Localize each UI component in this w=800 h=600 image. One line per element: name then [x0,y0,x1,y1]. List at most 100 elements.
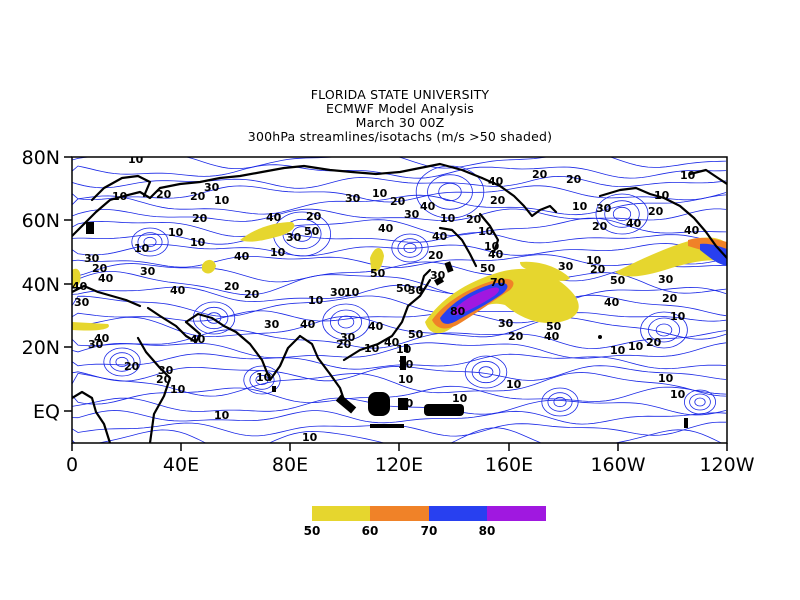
coast-china [342,278,432,362]
contour-label: 50 [304,225,320,238]
streamline-eddy [464,355,508,389]
streamline-eddy [595,193,649,235]
streamline-eddy [438,182,462,202]
contour-label: 40 [378,222,394,235]
streamline [72,385,727,405]
contour-label: 20 [466,213,482,226]
streamline-eddy [612,206,632,222]
coast-mediterranean [72,284,142,308]
contour-label: 10 [302,431,318,444]
contour-label: 30 [88,338,104,351]
coast-india [222,324,302,382]
contour-label: 20 [662,292,678,305]
streamline-eddy [206,312,222,324]
contour-label: 10 [372,187,388,200]
contour-label: 10 [112,190,128,203]
x-tick-label: 160E [485,454,533,476]
contour-label: 50 [370,267,386,280]
contour-label: 40 [544,330,560,343]
island-java [370,424,404,428]
streamline-eddy [403,242,417,254]
streamline-eddy [541,387,579,417]
title-line-1: FLORIDA STATE UNIVERSITY [310,87,490,102]
contour-label: 10 [586,254,602,267]
colorbar-swatch-60 [370,506,429,521]
coastlines [72,162,727,443]
contour-label: 10 [168,226,184,239]
contour-label: 50 [396,282,412,295]
contour-label: 10 [506,378,522,391]
contour-label: 10 [214,194,230,207]
streamline-eddy [109,352,135,372]
streamline-eddy [547,392,573,412]
jet-japan-50 [520,261,570,281]
coast-southeast-asia [298,334,346,402]
contour-label: 10 [440,212,456,225]
coast-alaska [598,186,666,200]
contour-label: 40 [94,332,110,345]
jet-china-50 [370,247,384,272]
contour-label: 20 [224,280,240,293]
streamline-eddy [199,306,229,330]
colorbar-label: 80 [479,524,496,538]
streamline-eddy [329,309,362,335]
contour-label: 10 [670,310,686,323]
jet-west-50 [72,322,109,331]
contour-label: 40 [266,211,282,224]
streamline [72,284,727,304]
streamline [72,243,727,257]
contour-label: 10 [214,409,230,422]
streamline [72,410,727,425]
contour-label: 20 [336,338,352,351]
contour-label: 10 [128,153,144,166]
island-taiwan [404,344,408,352]
streamline-eddy [137,232,163,252]
contour-label: 30 [430,269,446,282]
island-sulawesi [398,398,408,410]
contour-label: 30 [498,317,514,330]
contour-label: 40 [488,248,504,261]
streamline-eddy [115,356,129,368]
contour-label: 80 [450,305,466,318]
coast-africa-west [72,390,112,443]
contour-label: 20 [156,373,172,386]
streamline-eddy [243,365,281,395]
coast-persian-gulf [184,312,226,328]
contour-label: 10 [670,388,686,401]
contour-label: 20 [306,210,322,223]
coast-north-america [662,196,727,260]
streamline [72,372,727,397]
streamline-eddy [553,396,567,408]
island-uk [86,222,94,234]
island-new-guinea [424,404,464,416]
contour-label: 10 [452,392,468,405]
contour-label: 20 [92,262,108,275]
x-tick-label: 40E [163,454,199,476]
axis-ticks [64,156,728,451]
streamline-eddy [604,200,640,228]
contour-label: 20 [190,190,206,203]
streamline-eddy [648,317,681,343]
contour-label: 30 [330,286,346,299]
streamline-eddy [427,174,473,210]
streamline-eddy [103,347,141,377]
streamline-eddy [640,311,688,349]
contour-label: 20 [428,249,444,262]
coast-africa-east [136,336,172,443]
contour-label: 40 [684,224,700,237]
contour-label: 40 [170,284,186,297]
island-sumatra [335,394,357,414]
streamline-eddy [689,393,711,411]
streamline [72,254,727,268]
coast-arabia [146,306,202,344]
contour-label: 10 [628,340,644,353]
x-axis-labels: 0 40E 80E 120E 160E 160W 120W [66,454,755,476]
streamline [72,232,727,245]
contour-label: 30 [404,208,420,221]
title-line-2: ECMWF Model Analysis [326,101,474,116]
x-tick-label: 120E [375,454,423,476]
contour-labels: 10 20 20 10 40 10 30 20 20 10 10 30 20 4… [72,153,700,444]
contour-label: 40 [432,230,448,243]
contour-label: 30 [84,252,100,265]
